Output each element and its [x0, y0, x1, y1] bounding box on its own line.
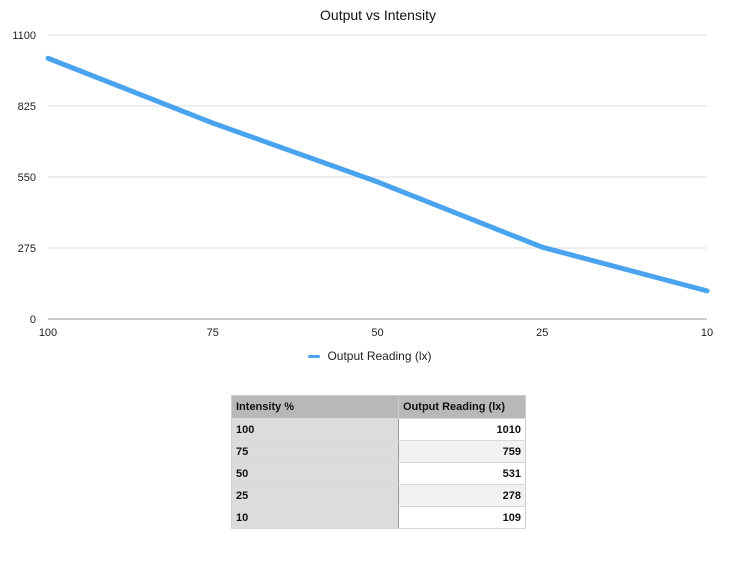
- data-table: Intensity % Output Reading (lx) 100 1010…: [231, 395, 526, 529]
- x-tick-label: 100: [39, 327, 57, 339]
- y-tick-label: 825: [18, 101, 36, 113]
- table-row: 10 109: [231, 506, 526, 529]
- table-cell-output: 531: [398, 462, 526, 485]
- table-cell-intensity: 75: [231, 440, 399, 463]
- table-header-output: Output Reading (lx): [398, 395, 526, 419]
- chart-title: Output vs Intensity: [320, 7, 436, 23]
- chart-legend: Output Reading (lx): [0, 347, 740, 365]
- line-chart: Output vs Intensity 0 275 550 825 1100 100 75…: [12, 7, 713, 339]
- table-header-intensity: Intensity %: [231, 395, 399, 419]
- x-tick-label: 25: [536, 327, 548, 339]
- table-cell-intensity: 25: [231, 484, 399, 507]
- y-tick-label: 275: [18, 243, 36, 255]
- table-cell-intensity: 10: [231, 506, 399, 529]
- legend-label: Output Reading (lx): [327, 349, 432, 363]
- table-cell-output: 109: [398, 506, 526, 529]
- table-cell-output: 759: [398, 440, 526, 463]
- table-cell-intensity: 50: [231, 462, 399, 485]
- x-tick-label: 75: [207, 327, 219, 339]
- x-tick-label: 50: [371, 327, 383, 339]
- legend-swatch: [308, 354, 321, 358]
- table-cell-intensity: 100: [231, 418, 399, 441]
- table-row: 100 1010: [231, 418, 526, 441]
- table-row: 25 278: [231, 484, 526, 507]
- table-header-row: Intensity % Output Reading (lx): [231, 395, 526, 419]
- table-cell-output: 278: [398, 484, 526, 507]
- series-line: [45, 55, 710, 294]
- x-tick-label: 10: [701, 327, 713, 339]
- table-cell-output: 1010: [398, 418, 526, 441]
- y-tick-label: 0: [30, 314, 36, 326]
- table-row: 50 531: [231, 462, 526, 485]
- y-tick-label: 550: [18, 172, 36, 184]
- y-tick-label: 1100: [12, 30, 36, 42]
- table-row: 75 759: [231, 440, 526, 463]
